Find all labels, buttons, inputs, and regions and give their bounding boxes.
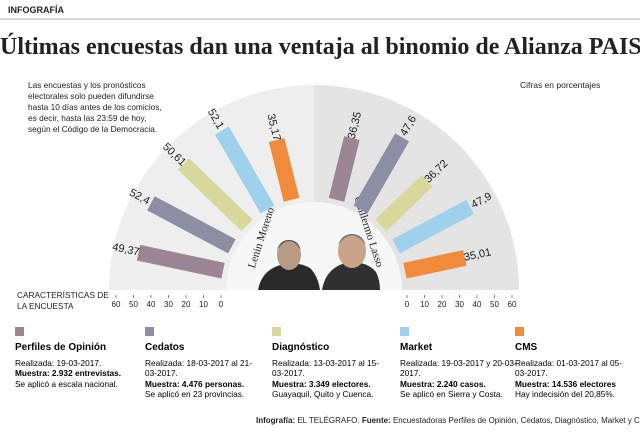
legend-sample: Muestra: 3.349 electores. [272, 378, 371, 389]
legend-item: Cedatos Realizada: 18-03-2017 al 21-03-20… [145, 327, 263, 400]
credit: EL TELÉGRAFO. [297, 416, 360, 425]
legend-item: Perfiles de Opinión Realizada: 19-03-2017… [15, 327, 133, 389]
legend-swatch [145, 327, 154, 336]
legend-swatch [515, 327, 524, 336]
bar [214, 126, 275, 214]
legend-name: CMS [515, 342, 538, 353]
legend-swatch [15, 327, 24, 336]
footer: Infografía: EL TELÉGRAFO. Fuente: Encues… [256, 416, 640, 425]
legend-item: Market Realizada: 19-03-2017 y 20-03-2017… [400, 327, 518, 400]
title: Últimas encuestas dan una ventaja al bin… [0, 34, 640, 60]
x-tick-label: 30 [164, 300, 173, 309]
photo-lasso [322, 234, 380, 290]
x-tick-label: 60 [112, 300, 121, 309]
legend-scope: Hay indecisión del 20,85%. [515, 389, 616, 399]
legend-dates: Realizada: 13-03-2017 al 15-03-2017. [272, 357, 380, 379]
note: Las encuestas y los pronósticos electora… [28, 80, 162, 134]
x-tick-label: 50 [129, 300, 138, 309]
legend-title: CARACTERÍSTICAS DE LA ENCUESTA [17, 290, 109, 311]
bar [392, 199, 474, 254]
x-tick-label: 40 [147, 300, 156, 309]
value-label: 49,37 [111, 241, 140, 258]
legend-dates: Realizada: 18-03-2017 al 21-03-2017. [145, 357, 253, 379]
kicker: INFOGRAFÍA [8, 5, 64, 15]
legend-scope: Guayaquil, Quito y Cuenca. [272, 389, 374, 399]
photo-moreno [258, 240, 320, 290]
x-tick-label: 60 [508, 300, 517, 309]
legend-name: Cedatos [145, 342, 185, 353]
bar [147, 196, 236, 254]
x-tick-label: 20 [438, 300, 447, 309]
bar [268, 138, 300, 202]
legend-name: Market [400, 342, 433, 353]
legend-sample: Muestra: 14.536 electores [515, 378, 617, 389]
bar [353, 133, 410, 214]
x-tick-label: 40 [473, 300, 482, 309]
legend-item: CMS Realizada: 01-03-2017 al 05-03-2017. M… [515, 327, 633, 400]
legend-scope: Se aplicó en 23 provincias. [145, 389, 245, 399]
bar [177, 158, 253, 232]
x-tick-label: 0 [219, 300, 224, 309]
source: Encuestadoras Perfiles de Opinión, Cedat… [392, 416, 640, 425]
legend-name: Perfiles de Opinión [15, 342, 107, 353]
legend-dates: Realizada: 01-03-2017 al 05-03-2017. [515, 357, 623, 379]
x-tick-label: 20 [182, 300, 191, 309]
x-tick-label: 10 [420, 300, 429, 309]
x-tick-label: 50 [490, 300, 499, 309]
credit-label: Infografía: [256, 416, 296, 425]
bar [136, 244, 225, 279]
x-tick-label: 10 [199, 300, 208, 309]
legend-sample: Muestra: 2.240 casos. [400, 378, 486, 389]
legend-swatch [400, 327, 409, 336]
x-tick-label: 30 [455, 300, 464, 309]
legend-sample: Muestra: 4.476 personas. [145, 378, 245, 389]
legend-name: Diagnóstico [272, 342, 330, 353]
legend-sample: Muestra: 2.932 entrevistas. [15, 368, 122, 378]
bar [403, 250, 467, 279]
legend-item: Diagnóstico Realizada: 13-03-2017 al 15-0… [272, 327, 390, 400]
bar [375, 175, 433, 232]
legend-dates: Realizada: 19-03-2017. [15, 357, 102, 368]
x-tick-label: 0 [405, 300, 410, 309]
legend-scope: Se aplicó a escala nacional. [15, 378, 118, 389]
units-note: Cifras en porcentajes [520, 80, 601, 90]
legend-dates: Realizada: 19-03-2017 y 20-03-2017. [400, 357, 517, 379]
source-label: Fuente: [361, 416, 391, 425]
bar [328, 136, 360, 202]
legend-swatch [272, 327, 281, 336]
value-label: 35,01 [463, 246, 492, 263]
legend-scope: Se aplicó en Sierra y Costa. [400, 389, 503, 399]
